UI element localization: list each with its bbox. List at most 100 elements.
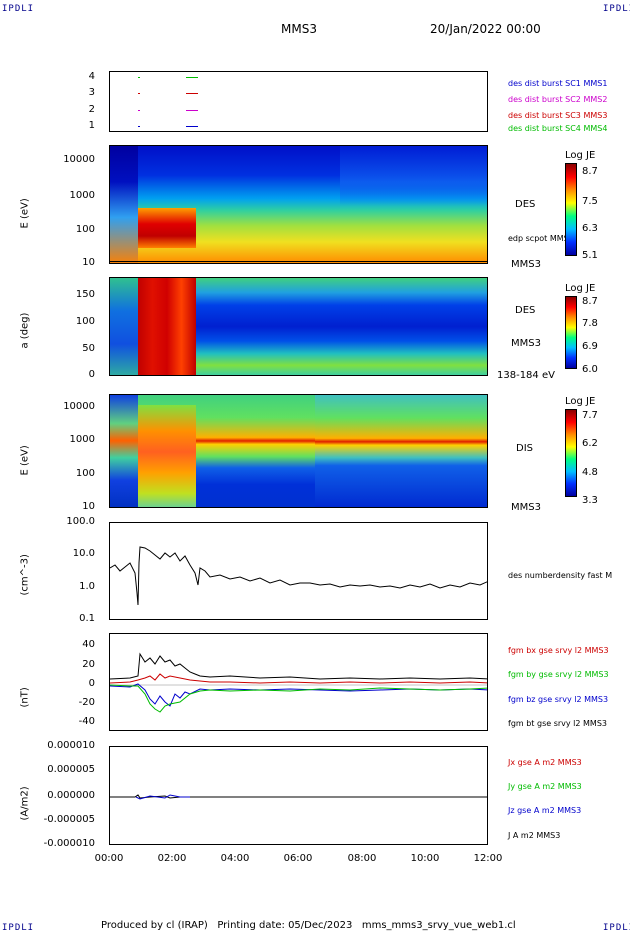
cbar1-tick-1: 7.5 bbox=[582, 196, 598, 207]
des-energy-ylabel: E (eV) bbox=[19, 198, 31, 229]
current-j-label: J A m2 MMS3 bbox=[508, 831, 561, 840]
cbar3-title: Log JE bbox=[565, 396, 596, 407]
scpot-label: edp scpot MMS3 bbox=[508, 234, 574, 243]
des-pitch-tick-150: 150 bbox=[75, 289, 95, 300]
current-tick-2: 0.000000 bbox=[47, 790, 95, 801]
bfield-by-label: fgm by gse srvy l2 MMS3 bbox=[508, 670, 609, 679]
mark-sc2-b bbox=[186, 110, 198, 111]
cbar3-tick-2: 4.8 bbox=[582, 467, 598, 478]
cbar2-tick-3: 6.0 bbox=[582, 364, 598, 375]
current-tick-3: -0.000005 bbox=[43, 814, 95, 825]
density-tick-1: 1.0 bbox=[79, 581, 95, 592]
mark-sc3-a bbox=[138, 93, 140, 94]
cbar2 bbox=[565, 296, 577, 369]
avail-tick-4: 4 bbox=[88, 71, 95, 82]
avail-tick-3: 3 bbox=[88, 87, 95, 98]
mark-sc4-b bbox=[186, 77, 198, 78]
bfield-panel bbox=[109, 633, 488, 731]
dis-energy-tick-100: 100 bbox=[75, 468, 95, 479]
dis-label: DIS bbox=[516, 443, 533, 454]
legend-sc1: des dist burst SC1 MMS1 bbox=[508, 79, 608, 88]
mark-sc2-a bbox=[138, 110, 140, 111]
legend-sc2: des dist burst SC2 MMS2 bbox=[508, 95, 608, 104]
dis-energy-early bbox=[110, 395, 138, 507]
mark-sc1-a bbox=[138, 126, 140, 127]
des-energy-spectrogram bbox=[109, 145, 488, 264]
bfield-bt-line bbox=[110, 652, 487, 680]
current-tick-0: 0.000010 bbox=[47, 740, 95, 751]
spacecraft-title: MMS3 bbox=[281, 22, 317, 36]
corner-label-tr: IPDLI bbox=[603, 4, 630, 14]
xtick-0600: 06:00 bbox=[283, 853, 313, 864]
bfield-bt-label: fgm bt gse srvy l2 MMS3 bbox=[508, 719, 607, 728]
current-jx-label: Jx gse A m2 MMS3 bbox=[508, 758, 582, 767]
des-pitch-label: DES bbox=[515, 305, 536, 316]
bfield-by-line bbox=[110, 684, 487, 713]
current-tick-4: -0.000010 bbox=[43, 838, 95, 849]
cbar2-tick-0: 8.7 bbox=[582, 296, 598, 307]
avail-tick-1: 1 bbox=[88, 120, 95, 131]
cbar3-tick-1: 6.2 bbox=[582, 438, 598, 449]
dis-energy-late bbox=[315, 395, 487, 507]
dis-energy-hot-region bbox=[138, 405, 196, 507]
xtick-0200: 02:00 bbox=[157, 853, 187, 864]
bfield-svg bbox=[110, 652, 487, 713]
footer-text: Produced by cl (IRAP) Printing date: 05/… bbox=[101, 920, 516, 931]
cbar1 bbox=[565, 163, 577, 256]
xtick-1200: 12:00 bbox=[473, 853, 503, 864]
bfield-tick-0: 0 bbox=[88, 678, 95, 689]
density-tick-100: 100.0 bbox=[66, 516, 95, 527]
cbar2-tick-2: 6.9 bbox=[582, 341, 598, 352]
cbar1-title: Log JE bbox=[565, 150, 596, 161]
bfield-ylabel: (nT) bbox=[19, 687, 31, 708]
date-title: 20/Jan/2022 00:00 bbox=[430, 22, 541, 36]
density-tick-0.1: 0.1 bbox=[79, 613, 95, 624]
des-pitch-ylabel: a (deg) bbox=[19, 312, 31, 349]
xtick-0400: 04:00 bbox=[220, 853, 250, 864]
density-ylabel: (cm^-3) bbox=[19, 554, 31, 596]
current-tick-1: 0.000005 bbox=[47, 764, 95, 775]
dis-energy-spectrogram bbox=[109, 394, 488, 508]
legend-sc4: des dist burst SC4 MMS4 bbox=[508, 124, 608, 133]
density-tick-10: 10.0 bbox=[72, 548, 95, 559]
des-energy-tick-10: 10 bbox=[82, 257, 95, 268]
corner-label-bl: IPDLI bbox=[2, 923, 35, 933]
bfield-bx-label: fgm bx gse srvy l2 MMS3 bbox=[508, 646, 609, 655]
dis-energy-ylabel: E (eV) bbox=[19, 445, 31, 476]
dis-energy-tick-10: 10 bbox=[82, 501, 95, 512]
current-jz-label: Jz gse A m2 MMS3 bbox=[508, 806, 582, 815]
des-energy-tick-1000: 1000 bbox=[69, 190, 95, 201]
current-svg bbox=[110, 794, 487, 800]
availability-panel bbox=[109, 71, 488, 132]
cbar1-tick-3: 5.1 bbox=[582, 250, 598, 261]
cbar3 bbox=[565, 409, 577, 497]
des-energy-hot-region bbox=[138, 208, 196, 248]
mark-sc3-b bbox=[186, 93, 198, 94]
cbar1-tick-2: 6.3 bbox=[582, 223, 598, 234]
density-panel bbox=[109, 522, 488, 620]
xtick-0800: 08:00 bbox=[347, 853, 377, 864]
corner-label-tl: IPDLI bbox=[2, 4, 35, 14]
cbar2-tick-1: 7.8 bbox=[582, 318, 598, 329]
mark-sc1-b bbox=[186, 126, 198, 127]
current-jy-label: Jy gse A m2 MMS3 bbox=[508, 782, 582, 791]
des-pitch-tick-50: 50 bbox=[82, 343, 95, 354]
density-svg bbox=[110, 546, 487, 606]
cbar3-tick-0: 7.7 bbox=[582, 410, 598, 421]
cbar1-tick-0: 8.7 bbox=[582, 166, 598, 177]
dis-energy-tick-1000: 1000 bbox=[69, 434, 95, 445]
cbar3-tick-3: 3.3 bbox=[582, 495, 598, 506]
bfield-tick-20: 20 bbox=[82, 659, 95, 670]
des-pitch-range: 138-184 eV bbox=[497, 370, 555, 381]
bfield-tick--20: -20 bbox=[78, 697, 95, 708]
current-jz-line bbox=[135, 794, 190, 800]
xtick-1000: 10:00 bbox=[410, 853, 440, 864]
des-pitch-spectrogram bbox=[109, 277, 488, 376]
des-energy-tick-100: 100 bbox=[75, 224, 95, 235]
bfield-bx-line bbox=[110, 673, 487, 684]
des-pitch-sc: MMS3 bbox=[511, 338, 541, 349]
bfield-bz-line bbox=[110, 683, 487, 707]
xtick-0000: 00:00 bbox=[94, 853, 124, 864]
bfield-bz-label: fgm bz gse srvy l2 MMS3 bbox=[508, 695, 609, 704]
des-pitch-early bbox=[110, 278, 138, 375]
